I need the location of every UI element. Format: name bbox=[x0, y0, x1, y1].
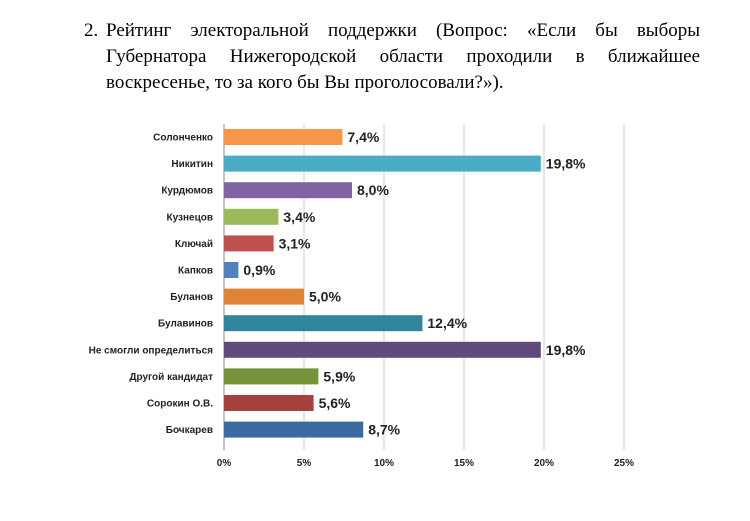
chart-heading: 2. Рейтинг электоральной поддержки (Вопр… bbox=[84, 18, 700, 96]
chart-bars bbox=[224, 129, 541, 438]
category-labels: Солонченко Никитин Курдюмов Кузнецов Ключай К… bbox=[89, 133, 214, 437]
bar bbox=[224, 129, 343, 145]
x-tick-label: 25% bbox=[614, 458, 634, 469]
category-label: Кузнецов bbox=[166, 212, 213, 223]
data-label: 5,6% bbox=[319, 395, 351, 411]
bar bbox=[224, 421, 364, 438]
data-label: 8,0% bbox=[357, 182, 389, 198]
category-label: Другой кандидат bbox=[129, 372, 213, 383]
data-label: 19,8% bbox=[546, 342, 586, 358]
category-label: Капков bbox=[178, 266, 213, 277]
value-labels: 7,4% 19,8% 8,0% 3,4% 3,1%0,9% 5,0% 12,4% 19,8% 5… bbox=[243, 129, 586, 438]
bar bbox=[224, 341, 541, 358]
x-tick-label: 5% bbox=[297, 458, 312, 469]
data-label: 8,7% bbox=[368, 422, 400, 438]
data-label: 3,4% bbox=[283, 209, 315, 225]
x-tick-label: 0% bbox=[217, 458, 232, 469]
x-tick-label: 20% bbox=[534, 458, 554, 469]
data-label: 0,9% bbox=[243, 262, 275, 278]
category-label: Буланов bbox=[170, 292, 213, 303]
bar bbox=[224, 288, 304, 305]
category-label: Сорокин О.В. bbox=[147, 399, 213, 410]
category-label: Бочкарев bbox=[166, 425, 213, 436]
heading-number: 2. bbox=[84, 20, 99, 41]
bar bbox=[224, 182, 352, 199]
bar bbox=[224, 208, 279, 225]
data-label: 7,4% bbox=[347, 129, 379, 145]
x-axis-ticks: 0% 5% 10% 15% 20% 25% bbox=[217, 458, 634, 469]
category-label: Ключай bbox=[175, 239, 213, 250]
data-label: 19,8% bbox=[546, 156, 586, 172]
x-tick-label: 10% bbox=[374, 458, 394, 469]
x-tick-label: 15% bbox=[454, 458, 474, 469]
category-label: Булавинов bbox=[158, 319, 213, 330]
category-label: Солонченко bbox=[153, 133, 213, 144]
data-label: 5,9% bbox=[323, 368, 355, 384]
data-label: 3,1% bbox=[279, 235, 311, 251]
category-label: Курдюмов bbox=[161, 186, 213, 197]
category-label: Не смогли определиться bbox=[89, 345, 214, 356]
category-label: Никитин bbox=[171, 159, 213, 170]
bar bbox=[224, 368, 319, 385]
bar bbox=[224, 395, 314, 411]
data-label: 12,4% bbox=[427, 315, 467, 331]
bar bbox=[224, 155, 541, 172]
bar bbox=[224, 235, 274, 252]
data-label: 5,0% bbox=[309, 289, 341, 305]
heading-text: Рейтинг электоральной поддержки (Вопрос:… bbox=[106, 20, 700, 93]
bar bbox=[224, 262, 239, 278]
bar bbox=[224, 315, 423, 332]
